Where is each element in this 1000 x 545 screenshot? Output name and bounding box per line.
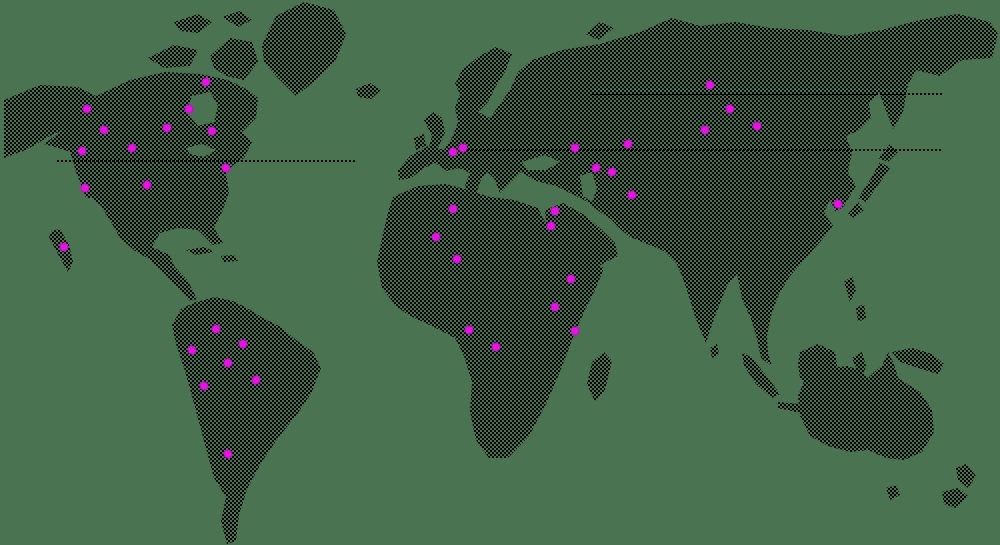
landmass-south-america: [172, 297, 321, 544]
landmass-eurasia: [398, 14, 998, 366]
location-marker[interactable]: [725, 104, 735, 114]
location-marker[interactable]: [199, 381, 209, 391]
location-marker[interactable]: [187, 345, 197, 355]
location-marker[interactable]: [207, 126, 217, 136]
landmass-africa: [377, 184, 604, 458]
location-marker[interactable]: [566, 274, 576, 284]
landmass-sri-lanka: [710, 344, 719, 358]
location-marker[interactable]: [546, 221, 556, 231]
location-marker[interactable]: [431, 232, 441, 242]
landmass-arctic-islands: [148, 11, 258, 80]
location-marker[interactable]: [623, 139, 633, 149]
location-marker[interactable]: [223, 449, 233, 459]
location-marker[interactable]: [238, 339, 248, 349]
location-marker[interactable]: [458, 143, 468, 153]
location-marker[interactable]: [127, 143, 137, 153]
landmass-greenland: [262, 2, 346, 96]
location-marker[interactable]: [833, 199, 843, 209]
landmass-alaska: [4, 85, 96, 158]
location-marker[interactable]: [464, 325, 474, 335]
location-marker[interactable]: [491, 342, 501, 352]
landmass-japan: [848, 144, 898, 218]
location-marker[interactable]: [550, 302, 560, 312]
location-marker[interactable]: [251, 375, 261, 385]
markers-layer: [59, 77, 843, 459]
location-marker[interactable]: [211, 324, 221, 334]
landmass-iceland: [356, 83, 381, 99]
location-marker[interactable]: [607, 167, 617, 177]
location-marker[interactable]: [223, 358, 233, 368]
location-marker[interactable]: [201, 77, 211, 87]
landmass-british-isles: [414, 112, 445, 150]
location-marker[interactable]: [162, 123, 172, 133]
landmass-novaya-zemlya: [586, 22, 614, 40]
location-marker[interactable]: [570, 143, 580, 153]
landmass-australia: [798, 352, 934, 460]
landmass-caribbean: [186, 247, 238, 262]
location-marker[interactable]: [82, 104, 92, 114]
location-marker[interactable]: [752, 121, 762, 131]
landmass-new-zealand: [942, 464, 976, 508]
landmass-baja: [49, 229, 73, 272]
location-marker[interactable]: [221, 163, 231, 173]
location-marker[interactable]: [452, 254, 462, 264]
location-marker[interactable]: [142, 180, 152, 190]
location-marker[interactable]: [77, 146, 87, 156]
reference-lines-layer: [57, 93, 944, 162]
location-marker[interactable]: [700, 125, 710, 135]
landmass-tasmania: [886, 485, 900, 500]
location-marker[interactable]: [99, 125, 109, 135]
location-marker[interactable]: [59, 242, 69, 252]
location-marker[interactable]: [591, 163, 601, 173]
landmass-madagascar: [587, 352, 612, 402]
location-marker[interactable]: [550, 206, 560, 216]
location-marker[interactable]: [80, 183, 90, 193]
location-marker[interactable]: [705, 80, 715, 90]
landmass-arabia: [545, 203, 618, 283]
location-marker[interactable]: [448, 204, 458, 214]
location-marker[interactable]: [627, 190, 637, 200]
location-marker[interactable]: [570, 326, 580, 336]
continents-layer: [4, 2, 998, 544]
location-marker[interactable]: [448, 147, 458, 157]
location-marker[interactable]: [184, 104, 194, 114]
